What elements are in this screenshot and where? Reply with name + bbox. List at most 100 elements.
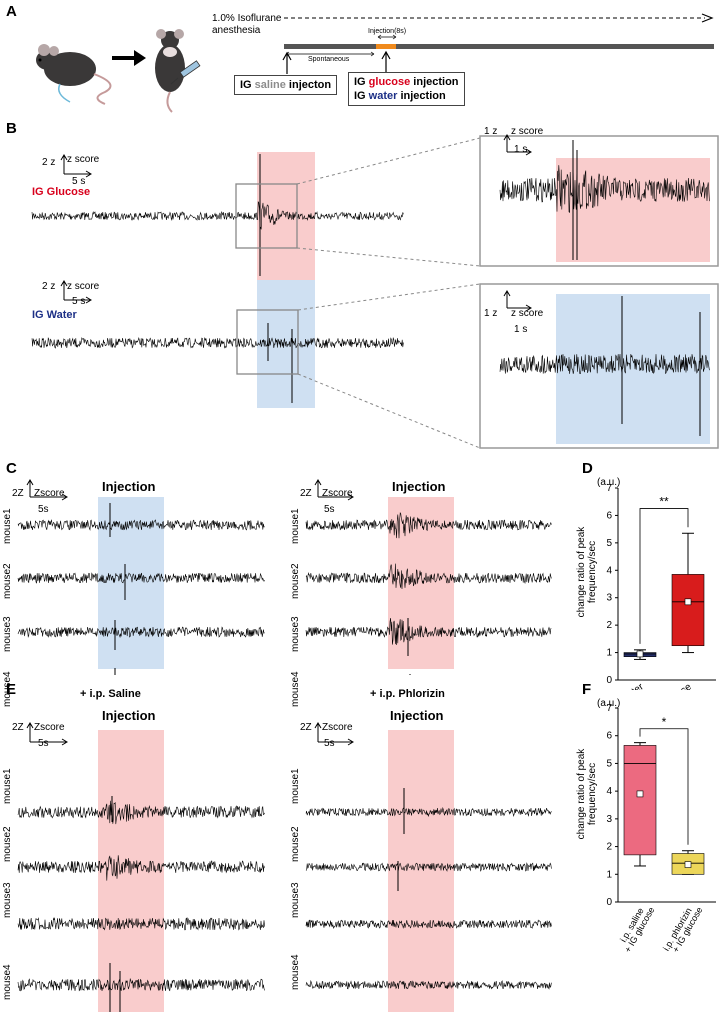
zoom-box-glucose <box>235 183 298 249</box>
panel-label-b: B <box>6 120 17 137</box>
mouse2-label-e-left: mouse2 <box>2 826 13 862</box>
y-tick-label: 3 <box>606 593 612 604</box>
unit-label-d: (a.u.) <box>597 477 621 488</box>
saline-mouse-trace <box>17 855 265 881</box>
zoom-trace-glucose <box>499 140 710 260</box>
mean-marker <box>636 650 644 658</box>
injection-duration-label: Injection(8s) <box>368 28 407 35</box>
scale-unit-e-left: Zscore <box>34 722 65 733</box>
subtitle-phlorizin: + i.p. Phlorizin <box>370 688 445 700</box>
mouse-illustration <box>36 29 201 113</box>
y-tick-label: 6 <box>606 510 612 521</box>
y-tick-label: 4 <box>606 786 612 797</box>
zoom-scale-x-water: 1 s <box>514 324 528 335</box>
scale-x-c-left: 5s <box>38 504 49 515</box>
zoom-trace-water <box>499 296 710 436</box>
significance-bracket <box>639 508 689 644</box>
mean-marker <box>684 861 692 868</box>
zoom-scale-y-water: 1 z <box>484 308 498 319</box>
glucose-mouse-trace <box>305 512 552 539</box>
mouse-side-icon <box>36 44 112 105</box>
scale-unit-c-left: Zscore <box>34 488 65 499</box>
injection-title-c-right: Injection <box>392 479 446 494</box>
y-tick-label: 1 <box>606 648 612 659</box>
mouse1-label-e-left: mouse1 <box>2 768 13 804</box>
ylabel-d: change ratio of peak frequency/sec <box>576 526 598 618</box>
anesthesia-label-1: 1.0% Isoflurane <box>212 13 282 24</box>
scale-y-water: 2 z <box>42 281 56 292</box>
mouse4-label-c-right: mouse4 <box>290 671 301 707</box>
scale-y-c-right: 2Z <box>300 488 312 499</box>
category-label: IG water <box>608 681 646 690</box>
zoom-box-water <box>236 309 299 375</box>
y-tick-label: 3 <box>606 814 612 825</box>
box <box>623 745 657 856</box>
scale-y-e-left: 2Z <box>12 722 24 733</box>
zoom-water-trace-line <box>499 353 710 375</box>
phlorizin-mouse-trace <box>305 979 552 990</box>
scale-bar-icon <box>26 479 354 501</box>
y-tick-label: 5 <box>606 538 612 549</box>
ylabel-f: change ratio of peak frequency/sec <box>576 748 598 840</box>
category-label: i.p. saline+ IG glucose <box>615 901 657 954</box>
unit-label-f: (a.u.) <box>597 698 621 709</box>
significance-label: * <box>662 715 667 729</box>
ig-water-label: IG Water <box>32 309 77 321</box>
panel-b-traces <box>31 134 719 449</box>
glucose-mouse-trace <box>305 563 552 590</box>
saline-injection-box: IG saline injecton <box>234 75 338 95</box>
phlorizin-mouse-trace <box>305 862 552 872</box>
y-tick-label: 5 <box>606 758 612 769</box>
scale-y-glucose: 2 z <box>42 157 56 168</box>
box-plot-d: 0 1 2 3 4 5 6 7 ** IG waterIG glucose <box>606 483 716 690</box>
significance-bracket <box>639 728 689 845</box>
subtitle-saline: + i.p. Saline <box>80 688 141 700</box>
y-tick-label: 6 <box>606 731 612 742</box>
glucose-trace-line <box>31 201 404 230</box>
y-tick-label: 4 <box>606 565 612 576</box>
panel-label-a: A <box>6 3 17 20</box>
injection-title-e-right: Injection <box>390 708 444 723</box>
category-label: i.p. phlorizin+ IG glucose <box>661 901 704 957</box>
panel-label-c: C <box>6 460 17 477</box>
zoom-glucose-trace-line <box>499 165 710 214</box>
trace-group-c <box>17 503 552 675</box>
ig-glucose-label: IG Glucose <box>32 186 91 198</box>
scale-x-e-left: 5s <box>38 738 49 749</box>
saline-mouse-trace <box>17 917 265 931</box>
glucose-water-injection-box: IG glucose injection IG water injection <box>348 72 465 106</box>
zoom-scale-x-glucose: 1 s <box>514 144 528 155</box>
mouse2-label-c-left: mouse2 <box>2 563 13 599</box>
scale-unit-water: z score <box>67 281 100 292</box>
y-tick-label: 0 <box>606 897 612 908</box>
mean-marker <box>684 598 692 606</box>
saline-mouse-trace <box>17 800 265 825</box>
mouse3-label-e-right: mouse3 <box>290 882 301 918</box>
scale-unit-glucose: z score <box>67 154 100 165</box>
injection-title-c-left: Injection <box>102 479 156 494</box>
anesthesia-label-2: anesthesia <box>212 25 261 36</box>
panel-label-f: F <box>582 681 592 698</box>
trace-ig-water <box>31 323 404 403</box>
water-mouse-trace <box>17 626 265 639</box>
zoom-scale-unit-glucose: z score <box>511 126 544 137</box>
mouse2-label-e-right: mouse2 <box>290 826 301 862</box>
scale-x-water: 5 s <box>72 296 86 307</box>
mouse1-label-c-right: mouse1 <box>290 508 301 544</box>
phlorizin-mouse-trace <box>305 919 552 929</box>
mean-marker <box>636 790 644 798</box>
box-plot-f: 0 1 2 3 4 5 6 7 * i.p. saline+ IG glucose i.p. phl… <box>606 703 716 957</box>
panel-c-traces <box>17 479 552 675</box>
mouse3-label-c-right: mouse3 <box>290 616 301 652</box>
scale-y-e-right: 2Z <box>300 722 312 733</box>
water-mouse-trace <box>17 519 265 531</box>
significance-label: ** <box>659 495 669 509</box>
mouse-top-icon <box>155 29 185 113</box>
y-tick-label: 7 <box>606 703 612 714</box>
scale-x-c-right: 5s <box>324 504 335 515</box>
mouse3-label-c-left: mouse3 <box>2 616 13 652</box>
mouse4-label-e-right: mouse4 <box>290 954 301 990</box>
zoom-scale-unit-water: z score <box>511 308 544 319</box>
scale-y-c-left: 2Z <box>12 488 24 499</box>
saline-mouse-trace <box>17 977 265 992</box>
